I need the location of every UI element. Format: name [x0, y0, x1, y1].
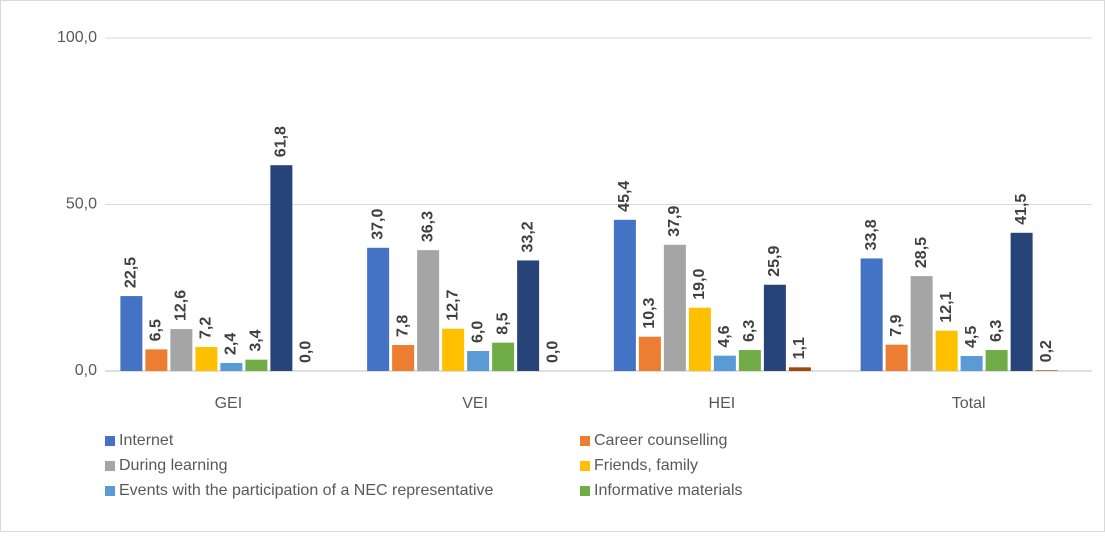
bar — [417, 250, 440, 371]
bar — [195, 347, 218, 371]
bar — [885, 344, 908, 371]
legend-swatch — [580, 436, 590, 446]
x-tick-label: VEI — [462, 395, 488, 412]
data-label: 37,0 — [369, 209, 386, 240]
data-label: 7,2 — [198, 317, 215, 339]
data-label: 7,9 — [888, 314, 905, 336]
data-label: 10,3 — [641, 297, 658, 328]
bar — [367, 247, 390, 371]
legend-label: During learning — [119, 457, 228, 474]
legend-swatch — [105, 461, 115, 471]
bar — [613, 219, 636, 371]
bar — [442, 328, 465, 371]
bar — [492, 342, 515, 371]
bar — [985, 350, 1008, 371]
data-label: 41,5 — [1013, 194, 1030, 225]
legend-swatch — [105, 436, 115, 446]
legend-label: Events with the participation of a NEC r… — [119, 482, 494, 499]
bar — [1035, 370, 1058, 371]
data-label: 33,8 — [863, 219, 880, 250]
bar — [910, 276, 933, 371]
bar — [960, 356, 983, 371]
data-label: 1,1 — [791, 337, 808, 359]
bar — [935, 330, 958, 371]
data-label: 25,9 — [766, 246, 783, 277]
bar — [270, 165, 293, 371]
bar — [663, 244, 686, 371]
bar — [392, 345, 415, 371]
data-label: 19,0 — [691, 268, 708, 299]
bar — [245, 359, 268, 371]
bar — [738, 350, 761, 371]
bar — [713, 355, 736, 371]
x-tick-label: GEI — [215, 395, 243, 412]
bar — [170, 329, 193, 371]
data-label: 2,4 — [223, 333, 240, 355]
legend-label: Internet — [119, 432, 174, 449]
data-label: 7,8 — [394, 315, 411, 337]
legend-swatch — [580, 486, 590, 496]
y-tick-label: 100,0 — [57, 29, 97, 46]
data-label: 4,5 — [963, 326, 980, 348]
x-tick-label: HEI — [709, 395, 736, 412]
y-tick-label: 50,0 — [66, 196, 97, 213]
data-label: 22,5 — [123, 257, 140, 288]
bar — [517, 260, 540, 371]
bar — [638, 336, 661, 371]
x-tick-label: Total — [952, 395, 986, 412]
data-label: 0,2 — [1038, 340, 1055, 362]
data-label: 3,4 — [248, 329, 265, 351]
data-label: 45,4 — [616, 181, 633, 212]
data-label: 6,0 — [469, 321, 486, 343]
legend-label: Friends, family — [594, 457, 698, 474]
data-label: 12,6 — [173, 290, 190, 321]
bar — [120, 296, 143, 371]
bar — [688, 307, 711, 371]
bar — [860, 258, 883, 371]
bar — [1010, 232, 1033, 371]
legend-label: Informative materials — [594, 482, 743, 499]
data-label: 28,5 — [913, 237, 930, 268]
legend-swatch — [580, 461, 590, 471]
data-label: 8,5 — [494, 312, 511, 334]
data-label: 12,7 — [444, 289, 461, 320]
data-label: 36,3 — [419, 211, 436, 242]
legend-swatch — [105, 486, 115, 496]
bar — [467, 351, 490, 371]
data-label: 0,0 — [544, 341, 561, 363]
data-label: 33,2 — [519, 221, 536, 252]
data-label: 0,0 — [298, 341, 315, 363]
data-label: 6,3 — [741, 320, 758, 342]
data-label: 6,5 — [148, 319, 165, 341]
bar — [145, 349, 168, 371]
bar — [788, 367, 811, 371]
data-label: 12,1 — [938, 291, 955, 322]
data-label: 61,8 — [273, 126, 290, 157]
bar — [763, 284, 786, 371]
bar — [220, 363, 243, 371]
legend-label: Career counselling — [594, 432, 727, 449]
data-label: 4,6 — [716, 325, 733, 347]
y-tick-label: 0,0 — [75, 362, 97, 379]
data-label: 37,9 — [666, 206, 683, 237]
data-label: 6,3 — [988, 320, 1005, 342]
